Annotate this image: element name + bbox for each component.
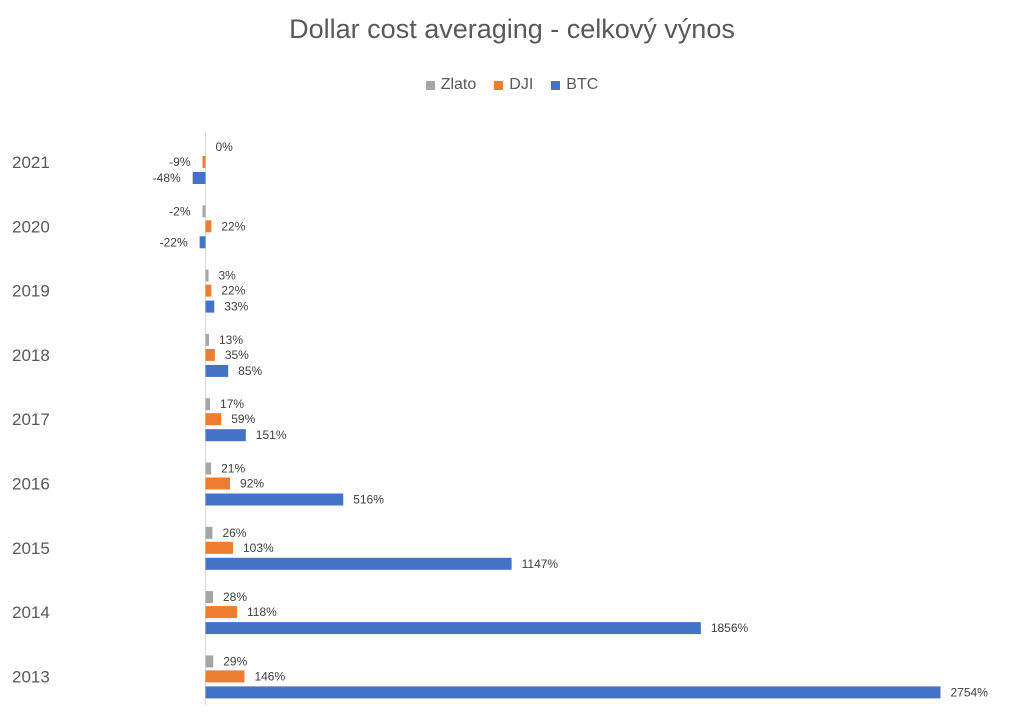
data-label-dji-2017: 59% bbox=[231, 412, 255, 426]
data-label-btc-2020: -22% bbox=[160, 235, 188, 249]
bar-zlato-2016 bbox=[205, 462, 212, 475]
data-label-dji-2018: 35% bbox=[225, 348, 249, 362]
bar-btc-2014 bbox=[205, 622, 701, 635]
legend-item-btc: BTC bbox=[551, 76, 598, 94]
category-label-2014: 2014 bbox=[12, 603, 50, 622]
category-label-2021: 2021 bbox=[12, 153, 50, 172]
data-label-zlato-2018: 13% bbox=[219, 333, 243, 347]
data-label-btc-2018: 85% bbox=[238, 364, 262, 378]
data-label-btc-2021: -48% bbox=[153, 171, 181, 185]
bar-btc-2021 bbox=[192, 172, 206, 184]
bar-zlato-2014 bbox=[205, 591, 213, 604]
data-label-btc-2019: 33% bbox=[224, 300, 248, 314]
data-label-zlato-2015: 26% bbox=[222, 526, 246, 540]
data-label-zlato-2013: 29% bbox=[223, 654, 247, 668]
category-label-2018: 2018 bbox=[12, 346, 50, 365]
category-label-2017: 2017 bbox=[12, 410, 50, 429]
legend-item-zlato: Zlato bbox=[425, 76, 477, 94]
category-label-2016: 2016 bbox=[12, 475, 50, 494]
chart-title: Dollar cost averaging - celkový výnos bbox=[289, 14, 735, 44]
bar-btc-2020 bbox=[199, 236, 206, 249]
data-label-zlato-2016: 21% bbox=[221, 462, 245, 476]
bar-zlato-2015 bbox=[205, 526, 213, 539]
data-label-zlato-2021: 0% bbox=[216, 140, 234, 154]
data-label-dji-2014: 118% bbox=[247, 605, 277, 619]
data-label-zlato-2019: 3% bbox=[219, 269, 237, 283]
bar-btc-2013 bbox=[205, 686, 941, 699]
bar-btc-2016 bbox=[205, 493, 344, 506]
legend-label-dji: DJI bbox=[509, 76, 534, 93]
data-label-btc-2013: 2754% bbox=[951, 685, 989, 699]
data-label-zlato-2014: 28% bbox=[223, 590, 247, 604]
bar-dji-2013 bbox=[205, 670, 245, 683]
bar-btc-2019 bbox=[205, 300, 215, 313]
data-label-dji-2021: -9% bbox=[169, 155, 191, 169]
legend-swatch-btc bbox=[551, 80, 561, 90]
data-label-zlato-2017: 17% bbox=[220, 397, 244, 411]
category-label-2013: 2013 bbox=[12, 667, 50, 686]
bar-dji-2018 bbox=[205, 348, 215, 361]
legend-label-zlato: Zlato bbox=[440, 76, 477, 93]
legend-swatch-dji bbox=[494, 80, 504, 90]
category-label-2015: 2015 bbox=[12, 539, 50, 558]
data-label-btc-2014: 1856% bbox=[711, 621, 749, 635]
legend: Zlato DJI BTC bbox=[0, 76, 1024, 94]
legend-item-dji: DJI bbox=[494, 76, 533, 94]
bar-dji-2021 bbox=[202, 156, 206, 168]
data-label-btc-2015: 1147% bbox=[522, 557, 559, 571]
data-label-dji-2013: 146% bbox=[254, 669, 285, 683]
data-label-dji-2016: 92% bbox=[240, 477, 264, 491]
bar-zlato-2020 bbox=[202, 205, 206, 218]
legend-swatch-zlato bbox=[425, 80, 435, 90]
data-label-dji-2020: 22% bbox=[221, 219, 245, 233]
data-label-zlato-2020: -2% bbox=[169, 204, 191, 218]
bar-zlato-2019 bbox=[205, 269, 209, 282]
legend-label-btc: BTC bbox=[566, 76, 599, 93]
bar-btc-2015 bbox=[205, 557, 512, 570]
category-label-2020: 2020 bbox=[12, 217, 50, 236]
bar-zlato-2018 bbox=[205, 333, 209, 346]
bar-zlato-2013 bbox=[205, 655, 214, 668]
bar-dji-2019 bbox=[205, 284, 212, 297]
data-label-btc-2016: 516% bbox=[353, 493, 384, 507]
bar-btc-2017 bbox=[205, 429, 246, 442]
bar-dji-2017 bbox=[205, 413, 222, 426]
bar-zlato-2017 bbox=[205, 398, 211, 411]
data-label-btc-2017: 151% bbox=[256, 428, 287, 442]
bar-dji-2014 bbox=[205, 606, 237, 619]
bar-dji-2016 bbox=[205, 477, 231, 490]
data-label-dji-2019: 22% bbox=[221, 284, 245, 298]
data-label-dji-2015: 103% bbox=[243, 541, 274, 555]
bar-dji-2020 bbox=[205, 220, 212, 233]
bar-btc-2018 bbox=[205, 364, 229, 377]
category-label-2019: 2019 bbox=[12, 282, 50, 301]
bar-dji-2015 bbox=[205, 541, 233, 554]
